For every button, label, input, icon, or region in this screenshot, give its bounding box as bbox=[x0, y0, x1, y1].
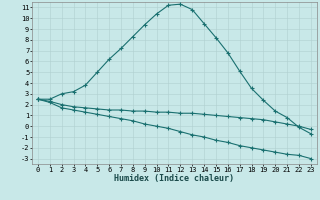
X-axis label: Humidex (Indice chaleur): Humidex (Indice chaleur) bbox=[115, 174, 234, 183]
